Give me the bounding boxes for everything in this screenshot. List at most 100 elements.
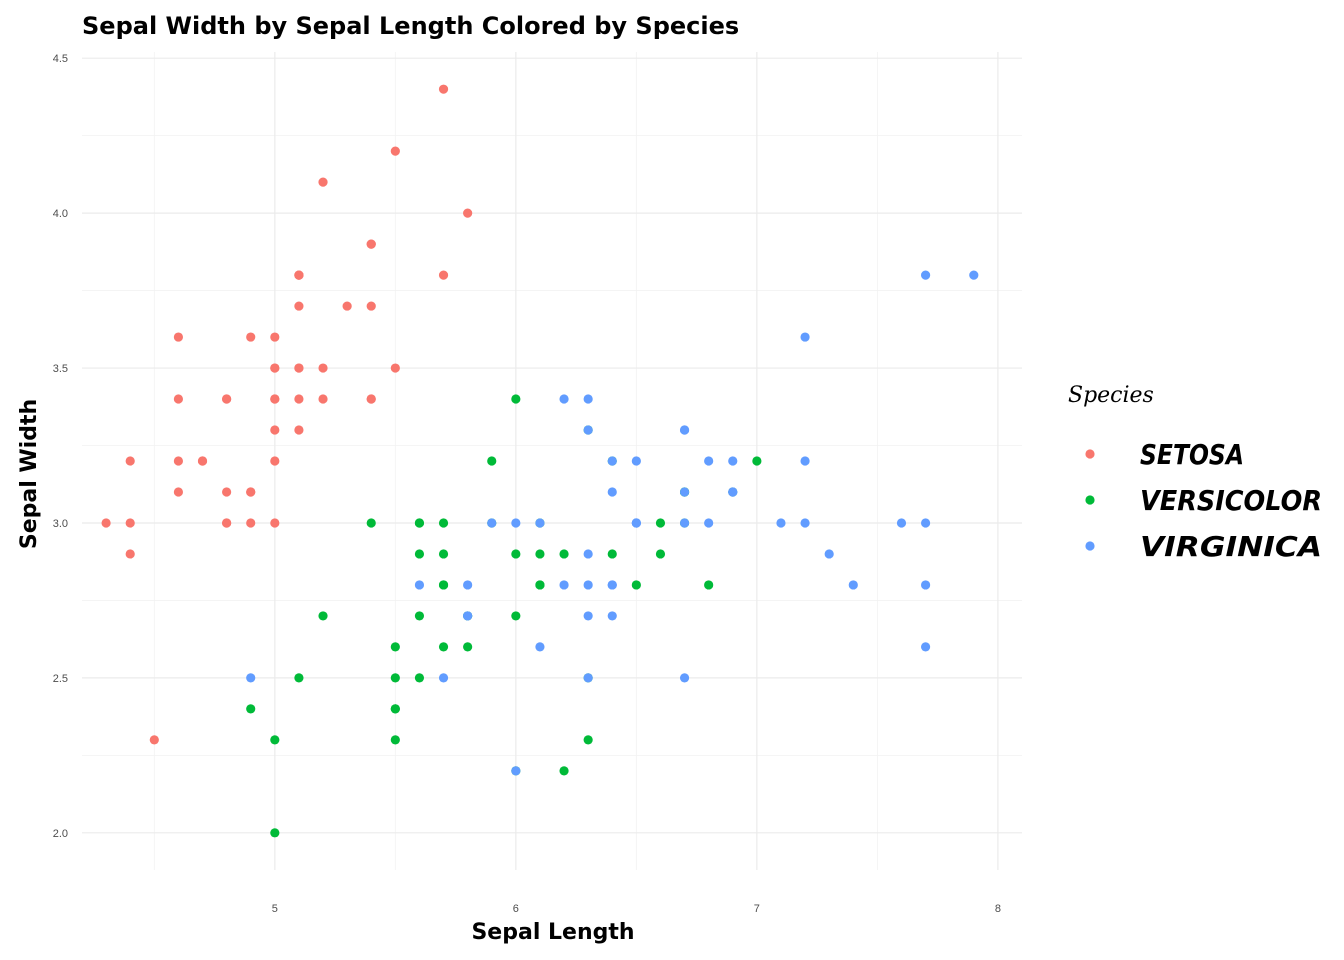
data-point: [511, 611, 521, 621]
data-point: [270, 332, 280, 342]
data-point: [920, 518, 931, 528]
grid: [82, 52, 1022, 870]
y-tick-label: 4.0: [53, 208, 68, 220]
data-point: [366, 301, 376, 311]
data-point: [704, 580, 714, 590]
data-point: [704, 518, 714, 528]
data-point: [438, 518, 449, 528]
data-point: [583, 673, 593, 683]
data-point: [511, 549, 521, 559]
data-point: [583, 580, 593, 590]
data-point: [607, 580, 617, 590]
data-point: [679, 518, 690, 528]
data-point: [222, 394, 232, 404]
data-point: [559, 580, 569, 590]
data-points: [101, 84, 979, 838]
data-point: [294, 270, 304, 280]
y-axis-title: Sepal Width: [17, 399, 42, 549]
data-point: [487, 518, 497, 528]
legend-label-versicolor: VERSICOLOR: [1140, 484, 1322, 517]
data-point: [511, 518, 521, 528]
data-point: [125, 518, 135, 528]
data-point: [607, 549, 617, 559]
data-point: [463, 642, 473, 652]
data-point: [535, 518, 545, 528]
series-virginica: [246, 270, 979, 776]
legend-key-virginica: [1085, 541, 1095, 551]
data-point: [222, 487, 232, 497]
data-point: [583, 611, 593, 621]
data-point: [679, 487, 690, 497]
data-point: [270, 518, 280, 528]
data-point: [463, 208, 473, 218]
data-point: [559, 766, 569, 776]
data-point: [125, 456, 135, 466]
data-point: [414, 580, 425, 590]
data-point: [438, 549, 449, 559]
chart-title: Sepal Width by Sepal Length Colored by S…: [82, 12, 739, 40]
data-point: [800, 518, 810, 528]
series-versicolor: [246, 394, 762, 838]
data-point: [438, 84, 449, 94]
data-point: [583, 394, 593, 404]
x-tick-label: 7: [754, 903, 760, 915]
y-tick-label: 3.5: [53, 363, 68, 375]
data-point: [294, 394, 304, 404]
data-point: [318, 394, 328, 404]
x-tick-label: 8: [995, 903, 1001, 915]
data-point: [318, 177, 328, 187]
data-point: [438, 673, 449, 683]
data-point: [607, 456, 617, 466]
data-point: [535, 642, 545, 652]
data-point: [607, 487, 617, 497]
data-point: [270, 425, 280, 435]
data-point: [390, 735, 400, 745]
data-point: [390, 642, 400, 652]
data-point: [800, 456, 810, 466]
x-axis-ticks: 5 6 7 8: [272, 903, 1001, 915]
data-point: [463, 580, 473, 590]
data-point: [173, 332, 184, 342]
data-point: [800, 332, 810, 342]
data-point: [438, 642, 449, 652]
y-tick-label: 2.0: [53, 828, 68, 840]
y-axis-ticks: 2.0 2.5 3.0 3.5 4.0 4.5: [53, 53, 68, 840]
data-point: [222, 518, 232, 528]
data-point: [848, 580, 858, 590]
series-setosa: [101, 84, 473, 745]
y-tick-label: 2.5: [53, 673, 68, 685]
y-tick-label: 4.5: [53, 53, 68, 65]
data-point: [366, 394, 376, 404]
x-tick-label: 5: [272, 903, 278, 915]
data-point: [318, 611, 328, 621]
data-point: [511, 766, 521, 776]
data-point: [920, 270, 931, 280]
data-point: [390, 673, 400, 683]
data-point: [438, 270, 449, 280]
data-point: [824, 549, 834, 559]
data-point: [679, 425, 690, 435]
data-point: [270, 735, 280, 745]
legend-label-virginica: VIRGINICA: [1140, 530, 1322, 563]
data-point: [270, 456, 280, 466]
data-point: [607, 611, 617, 621]
data-point: [583, 425, 593, 435]
data-point: [318, 363, 328, 373]
data-point: [631, 580, 641, 590]
data-point: [366, 518, 376, 528]
data-point: [728, 456, 738, 466]
data-point: [728, 487, 738, 497]
data-point: [535, 549, 545, 559]
data-point: [969, 270, 979, 280]
data-point: [173, 487, 184, 497]
y-tick-label: 3.0: [53, 518, 68, 530]
data-point: [270, 363, 280, 373]
data-point: [896, 518, 907, 528]
data-point: [197, 456, 208, 466]
data-point: [655, 518, 666, 528]
data-point: [390, 704, 400, 714]
data-point: [294, 425, 304, 435]
data-point: [655, 549, 666, 559]
legend: Species SETOSA VERSICOLOR VIRGINICA: [1068, 383, 1322, 563]
